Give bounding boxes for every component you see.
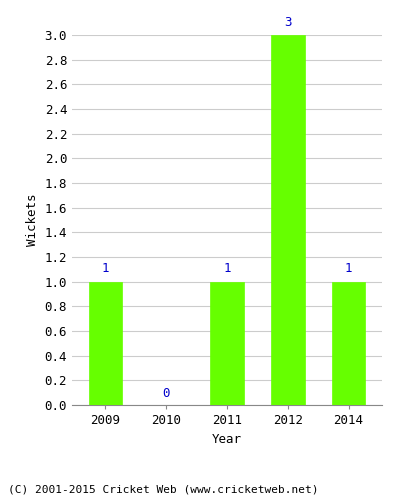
Text: 1: 1	[223, 262, 231, 276]
Text: 0: 0	[162, 387, 170, 400]
Bar	[89, 282, 122, 405]
Y-axis label: Wickets: Wickets	[26, 194, 39, 246]
Bar	[332, 282, 365, 405]
X-axis label: Year: Year	[212, 432, 242, 446]
Text: (C) 2001-2015 Cricket Web (www.cricketweb.net): (C) 2001-2015 Cricket Web (www.cricketwe…	[8, 485, 318, 495]
Text: 1: 1	[345, 262, 352, 276]
Bar	[271, 35, 304, 405]
Text: 1: 1	[102, 262, 109, 276]
Bar	[210, 282, 244, 405]
Text: 3: 3	[284, 16, 292, 29]
